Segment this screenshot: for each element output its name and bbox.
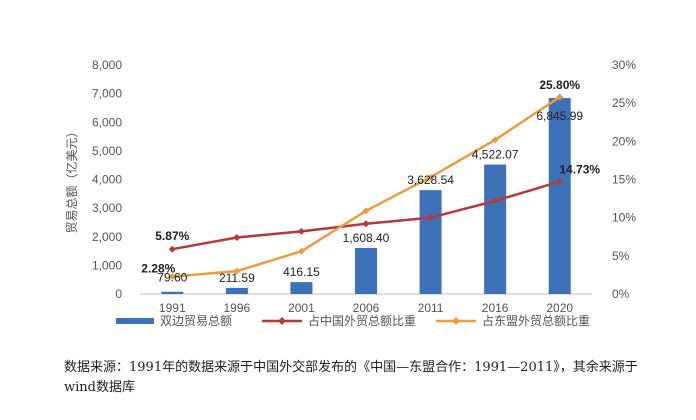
- legend-label: 占中国外贸总额比重: [308, 313, 416, 328]
- asean-share-point: [362, 207, 370, 215]
- legend-swatch-bar: [116, 318, 154, 324]
- y2-tick-label: 5%: [612, 249, 630, 263]
- asean-share-point: [427, 173, 435, 181]
- x-tick-label: 1996: [224, 301, 251, 315]
- y2-tick-label: 30%: [612, 58, 636, 72]
- y2-tick-label: 0%: [612, 287, 630, 301]
- bar-value-label: 416.15: [283, 265, 320, 279]
- bar-value-label: 4,522.07: [472, 148, 519, 162]
- y2-tick-label: 15%: [612, 173, 636, 187]
- china-share-label: 14.73%: [559, 163, 600, 177]
- asean-share-point: [491, 136, 499, 144]
- bar: [355, 247, 377, 294]
- bar: [419, 190, 442, 294]
- bar: [290, 282, 313, 294]
- bar-value-label: 1,608.40: [343, 231, 390, 245]
- asean-share-point: [168, 273, 176, 281]
- legend-swatch-marker: [452, 317, 460, 325]
- x-tick-label: 2006: [353, 301, 380, 315]
- china-share-point: [427, 214, 435, 222]
- x-tick-label: 2001: [288, 301, 315, 315]
- y-tick-label: 7,000: [92, 87, 122, 101]
- china-share-point: [362, 220, 370, 228]
- bar: [484, 164, 507, 294]
- y-tick-label: 4,000: [92, 173, 122, 187]
- china-share-point: [556, 178, 564, 186]
- asean-share-point: [556, 93, 564, 101]
- china-share-point: [168, 245, 176, 253]
- asean-share-point: [233, 267, 241, 275]
- y-tick-label: 2,000: [92, 230, 122, 244]
- combo-chart: 0 1,000 2,000 3,000 4,000 5,000 6,000 7,000 8,00…: [64, 58, 636, 328]
- bar-value-label: 211.59: [219, 271, 255, 285]
- china-share-point: [491, 197, 499, 205]
- chart-area: 0 1,000 2,000 3,000 4,000 5,000 6,000 7,000 8,00…: [64, 58, 636, 328]
- y-tick-label: 3,000: [92, 201, 122, 215]
- y2-tick-label: 10%: [612, 211, 636, 225]
- x-tick-label: 1991: [159, 301, 186, 315]
- y-tick-label: 6,000: [92, 115, 122, 129]
- legend-label: 双边贸易总额: [160, 314, 232, 328]
- asean-share-label: 25.80%: [539, 78, 580, 92]
- china-share-label: 5.87%: [155, 229, 189, 243]
- y-tick-label: 8,000: [92, 58, 122, 72]
- china-share-point: [233, 234, 241, 242]
- bar: [548, 98, 571, 294]
- bar: [225, 287, 248, 294]
- y-axis-title: 贸易总额（亿美元）: [64, 125, 79, 233]
- y2-tick-label: 20%: [612, 134, 636, 148]
- y2-tick-label: 25%: [612, 96, 636, 110]
- bar-value-label: 79.60: [157, 271, 187, 285]
- asean-share-point: [297, 247, 305, 255]
- bar-value-label: 6,845.99: [536, 109, 583, 123]
- source-caption: 数据来源：1991年的数据来源于中国外交部发布的《中国—东盟合作：1991—20…: [64, 360, 638, 395]
- bar: [161, 291, 184, 294]
- china-share-point: [297, 227, 305, 235]
- legend-swatch-marker: [278, 317, 286, 325]
- y-tick-label: 1,000: [92, 258, 122, 272]
- y-tick-label: 5,000: [92, 144, 122, 158]
- x-tick-label: 2011: [418, 301, 444, 315]
- bar-value-label: 3,628.54: [407, 173, 454, 187]
- x-tick-label: 2016: [482, 301, 509, 315]
- legend-label: 占东盟外贸总额比重: [482, 313, 590, 328]
- asean-share-label: 2.28%: [141, 262, 175, 276]
- y-tick-label: 0: [115, 287, 122, 301]
- x-tick-label: 2020: [546, 301, 573, 315]
